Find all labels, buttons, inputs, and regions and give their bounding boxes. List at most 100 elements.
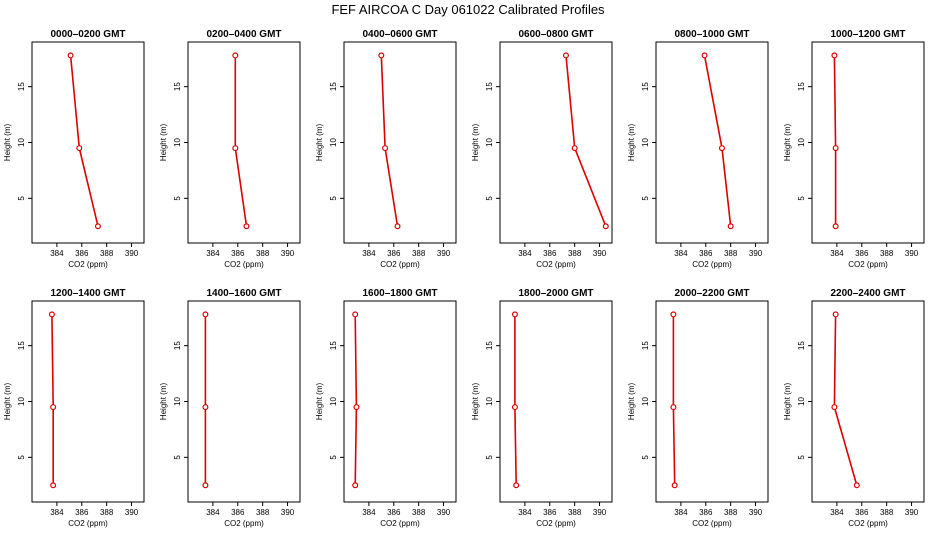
y-tick-label: 15 (173, 82, 182, 91)
panel-7: 1200–1400 GMT 384 386 388 390 5 10 15 CO2 (ppm) H… (3, 288, 145, 528)
y-axis-label: Height (m) (3, 382, 12, 420)
panel-title: 2200–2400 GMT (830, 288, 905, 299)
x-tick-label: 384 (50, 249, 64, 258)
x-tick-label: 384 (674, 249, 688, 258)
panel-title: 0000–0200 GMT (50, 29, 125, 40)
y-tick-label: 15 (797, 82, 806, 91)
data-point (562, 52, 569, 59)
x-tick-label: 388 (100, 508, 114, 517)
y-tick-label: 15 (173, 341, 182, 350)
panel-8: 1400–1600 GMT 384 386 388 390 5 10 15 CO2 (ppm) H… (159, 288, 301, 528)
panel-title: 0200–0400 GMT (206, 29, 281, 40)
x-axis-label: CO2 (ppm) (536, 519, 576, 528)
data-point (67, 52, 74, 59)
panel-title: 0400–0600 GMT (362, 29, 437, 40)
x-tick-label: 384 (206, 508, 220, 517)
data-point (513, 482, 520, 489)
data-point (831, 404, 838, 411)
x-tick-label: 390 (437, 249, 451, 258)
x-tick-label: 390 (905, 508, 919, 517)
y-tick-label: 5 (641, 455, 650, 460)
profile-line (672, 314, 676, 486)
y-tick-label: 10 (329, 397, 338, 406)
data-point (511, 311, 518, 318)
x-tick-label: 384 (362, 508, 376, 517)
data-point (701, 52, 708, 59)
panel-title: 1600–1800 GMT (362, 288, 437, 299)
data-point (571, 145, 578, 152)
panel-title: 1400–1600 GMT (206, 288, 281, 299)
panel-9: 1600–1800 GMT 384 386 388 390 5 10 15 CO2 (ppm) H… (315, 288, 457, 528)
x-tick-label: 386 (543, 249, 557, 258)
x-tick-label: 384 (362, 249, 376, 258)
y-tick-label: 10 (17, 138, 26, 147)
plot-frame (31, 41, 145, 244)
plot-frame (499, 300, 613, 503)
profile-line (833, 314, 858, 486)
x-tick-label: 390 (125, 249, 139, 258)
data-point (853, 482, 860, 489)
y-tick-label: 10 (485, 138, 494, 147)
y-tick-label: 15 (17, 341, 26, 350)
x-tick-label: 388 (568, 249, 582, 258)
data-point (352, 482, 359, 489)
panel-2: 0200–0400 GMT 384 386 388 390 5 10 15 CO2 (ppm) H… (159, 29, 301, 269)
y-tick-label: 5 (797, 455, 806, 460)
y-axis-label: Height (m) (627, 382, 636, 420)
panel-title: 0800–1000 GMT (674, 29, 749, 40)
y-tick-label: 10 (641, 138, 650, 147)
y-axis-label: Height (m) (315, 382, 324, 420)
data-point (48, 311, 55, 318)
data-point (394, 223, 401, 230)
y-axis-label: Height (m) (783, 382, 792, 420)
y-tick-label: 5 (485, 455, 494, 460)
panel-3: 0400–0600 GMT 384 386 388 390 5 10 15 CO2 (ppm) H… (315, 29, 457, 269)
y-tick-label: 10 (797, 138, 806, 147)
data-point (352, 311, 359, 318)
y-tick-label: 15 (485, 341, 494, 350)
y-tick-label: 10 (329, 138, 338, 147)
data-point (94, 223, 101, 230)
x-axis-label: CO2 (ppm) (68, 519, 108, 528)
y-axis-label: Height (m) (471, 123, 480, 161)
x-tick-label: 386 (387, 508, 401, 517)
data-point (671, 482, 678, 489)
x-tick-label: 388 (412, 249, 426, 258)
y-tick-label: 5 (329, 196, 338, 201)
y-axis-label: Height (m) (783, 123, 792, 161)
x-tick-label: 386 (543, 508, 557, 517)
data-point (831, 52, 838, 59)
profile-line (833, 55, 837, 227)
x-tick-label: 388 (724, 249, 738, 258)
profile-line (514, 314, 517, 486)
data-point (202, 482, 209, 489)
y-tick-label: 15 (641, 82, 650, 91)
x-tick-label: 390 (749, 508, 763, 517)
x-tick-label: 388 (880, 249, 894, 258)
y-tick-label: 15 (797, 341, 806, 350)
x-tick-label: 390 (593, 508, 607, 517)
y-tick-label: 10 (641, 397, 650, 406)
y-tick-label: 5 (173, 196, 182, 201)
y-tick-label: 15 (485, 82, 494, 91)
x-tick-label: 388 (256, 508, 270, 517)
data-point (832, 311, 839, 318)
profile-line (51, 314, 55, 486)
x-axis-label: CO2 (ppm) (224, 260, 264, 269)
y-axis-label: Height (m) (3, 123, 12, 161)
data-point (50, 482, 57, 489)
x-tick-label: 390 (905, 249, 919, 258)
profile-line (380, 55, 399, 227)
x-tick-label: 384 (206, 249, 220, 258)
x-tick-label: 388 (880, 508, 894, 517)
panel-title: 1000–1200 GMT (830, 29, 905, 40)
panel-1: 0000–0200 GMT 384 386 388 390 5 10 15 CO2 (ppm) H… (3, 29, 145, 269)
panel-title: 2000–2200 GMT (674, 288, 749, 299)
y-tick-label: 5 (641, 196, 650, 201)
x-tick-label: 388 (256, 249, 270, 258)
x-tick-label: 386 (855, 508, 869, 517)
x-tick-label: 384 (518, 508, 532, 517)
x-tick-label: 386 (75, 249, 89, 258)
y-tick-label: 5 (485, 196, 494, 201)
